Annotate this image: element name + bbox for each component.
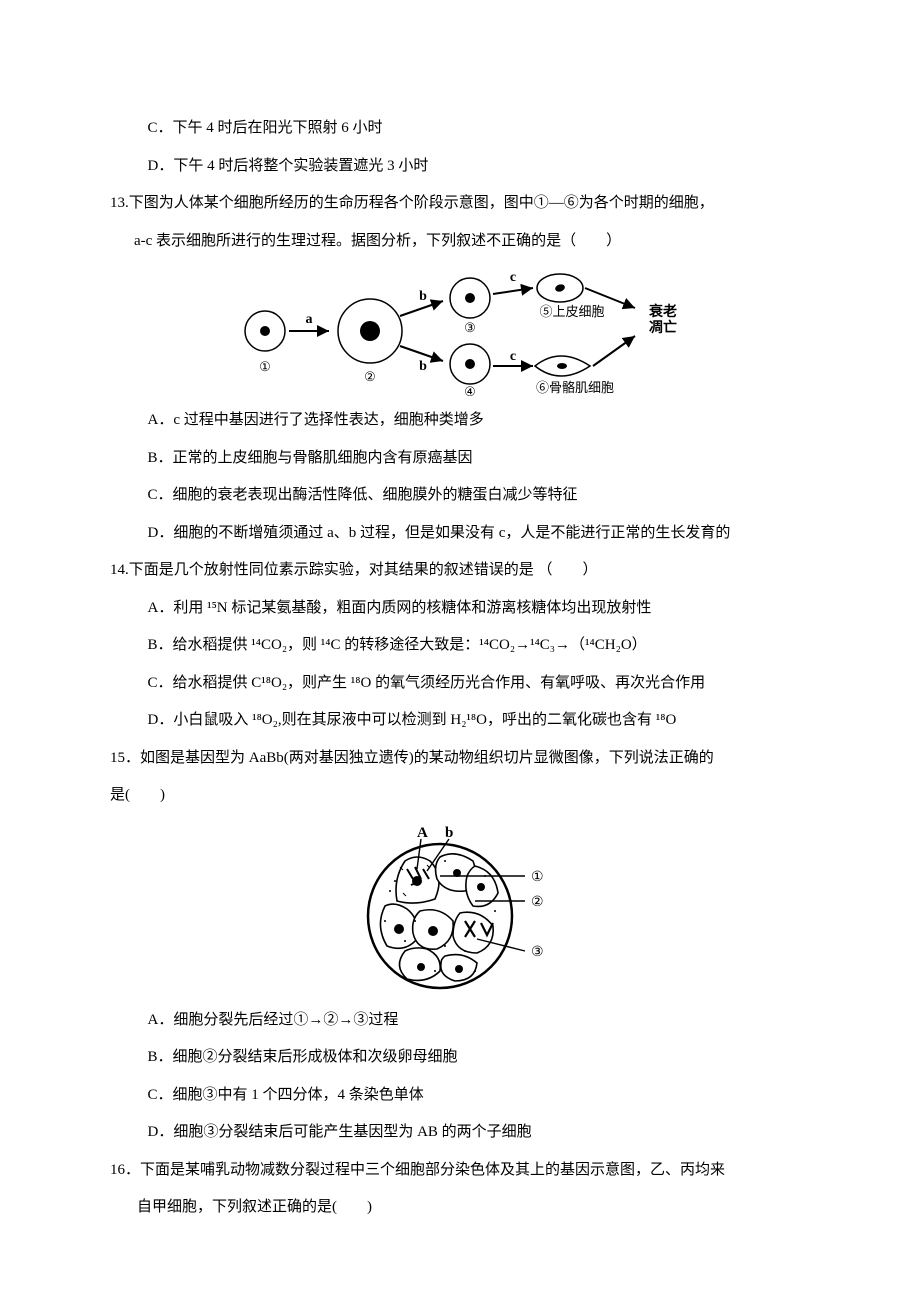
q15-stem1: 15．如图是基因型为 AaBb(两对基因独立遗传)的某动物组织切片显微图像，下列… [110, 740, 810, 778]
q13-d: D．细胞的不断增殖须通过 a、b 过程，但是如果没有 c，人是不能进行正常的生长… [110, 515, 810, 553]
q13-b: B．正常的上皮细胞与骨骼肌细胞内含有原癌基因 [110, 440, 810, 478]
callout-1: ① [531, 870, 544, 885]
q14-b: B．给水稻提供 ¹⁴CO₂，则 ¹⁴C 的转移途径大致是：¹⁴CO₂→¹⁴C₃→… [110, 627, 810, 665]
label-cell1: ① [259, 359, 271, 374]
q15-d: D．细胞③分裂结束后可能产生基因型为 AB 的两个子细胞 [110, 1114, 810, 1152]
q13-a: A．c 过程中基因进行了选择性表达，细胞种类增多 [110, 402, 810, 440]
opt-d: D．下午 4 时后将整个实验装置遮光 3 小时 [110, 148, 810, 186]
label-b2: b [419, 359, 427, 374]
cell-lifecycle-diagram: ① a ② b b ③ ④ c c [225, 266, 695, 396]
label-cell5: ⑤上皮细胞 [539, 304, 604, 319]
q15-figure: A b ① ② ③ [110, 821, 810, 996]
q14-a: A．利用 ¹⁵N 标记某氨基酸，粗面内质网的核糖体和游离核糖体均出现放射性 [110, 590, 810, 628]
q13-figure: ① a ② b b ③ ④ c c [110, 266, 810, 396]
q15-stem2: 是( ) [110, 777, 810, 815]
label-cell6: ⑥骨骼肌细胞 [536, 380, 614, 395]
page: C．下午 4 时后在阳光下照射 6 小时 D．下午 4 时后将整个实验装置遮光 … [0, 0, 920, 1302]
q14-stem: 14.下面是几个放射性同位素示踪实验，对其结果的叙述错误的是 （ ） [110, 552, 810, 590]
label-cell4: ④ [464, 384, 476, 396]
label-cell3: ③ [464, 320, 476, 335]
q14-d: D．小白鼠吸入 ¹⁸O₂,则在其尿液中可以检测到 H₂¹⁸O，呼出的二氧化碳也含… [110, 702, 810, 740]
q15-a: A．细胞分裂先后经过①→②→③过程 [110, 1002, 810, 1040]
q13-c: C．细胞的衰老表现出酶活性降低、细胞膜外的糖蛋白减少等特征 [110, 477, 810, 515]
q16-stem2: 自甲细胞，下列叙述正确的是( ) [110, 1189, 810, 1227]
tissue-slice-diagram: A b ① ② ③ [345, 821, 575, 996]
label-b1: b [419, 289, 427, 304]
label-c1: c [510, 270, 516, 285]
q15-b: B．细胞②分裂结束后形成极体和次级卵母细胞 [110, 1039, 810, 1077]
label-a: a [306, 312, 313, 327]
callout-3: ③ [531, 945, 544, 960]
label-b: b [445, 825, 453, 841]
label-cell2: ② [364, 369, 376, 384]
q13-stem-1: 13.下图为人体某个细胞所经历的生命历程各个阶段示意图，图中①—⑥为各个时期的细… [110, 185, 810, 223]
callout-2: ② [531, 895, 544, 910]
label-A: A [417, 825, 428, 841]
opt-c: C．下午 4 时后在阳光下照射 6 小时 [110, 110, 810, 148]
q15-c: C．细胞③中有 1 个四分体，4 条染色单体 [110, 1077, 810, 1115]
label-death1: 衰老 [648, 303, 677, 320]
q14-c: C．给水稻提供 C¹⁸O₂，则产生 ¹⁸O 的氧气须经历光合作用、有氧呼吸、再次… [110, 665, 810, 703]
q16-stem1: 16．下面是某哺乳动物减数分裂过程中三个细胞部分染色体及其上的基因示意图，乙、丙… [110, 1152, 810, 1190]
q13-stem-2: a-c 表示细胞所进行的生理过程。据图分析，下列叙述不正确的是（ ） [110, 223, 810, 261]
label-death2: 凋亡 [649, 319, 677, 336]
label-c2: c [510, 349, 516, 364]
